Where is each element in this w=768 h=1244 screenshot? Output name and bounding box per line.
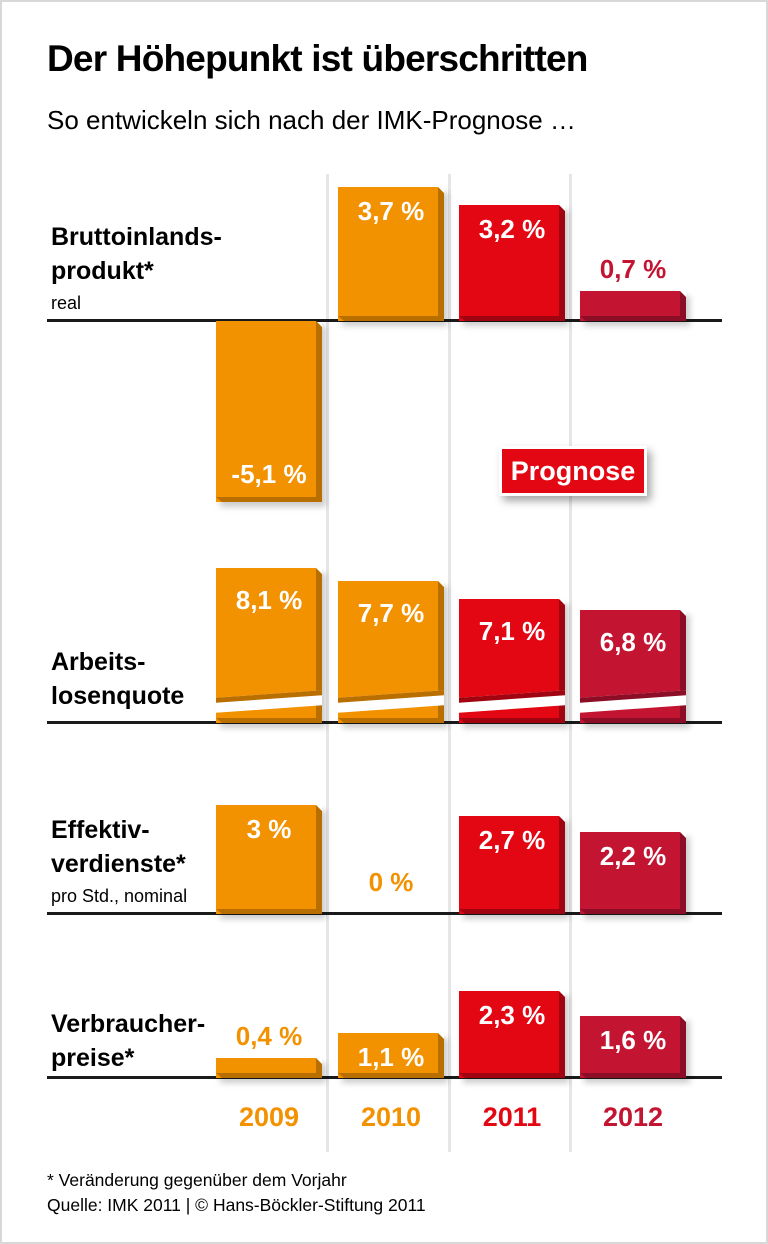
bar-alq-2009 xyxy=(216,568,322,723)
bar-bottom-shade xyxy=(216,909,322,914)
year-label-2012: 2012 xyxy=(602,1102,664,1132)
bar-face xyxy=(338,187,438,321)
bar-side-shade xyxy=(438,581,444,723)
bar-alq-2012 xyxy=(580,610,686,723)
bar-bottom-shade xyxy=(580,1073,686,1078)
bar-side-shade xyxy=(316,1058,322,1078)
footnote-asterisk: * Veränderung gegenüber dem Vorjahr xyxy=(47,1170,347,1190)
value-label-alq-2012: 6,8 % xyxy=(599,627,667,657)
bar-side-shade xyxy=(438,1033,444,1078)
prognose-badge: Prognose xyxy=(499,446,647,496)
bar-bip-2012 xyxy=(580,291,686,321)
value-label-alq-2009: 8,1 % xyxy=(235,585,303,615)
column-gridline xyxy=(569,174,572,1152)
bar-face xyxy=(216,321,316,502)
row-label-line: produkt* xyxy=(51,257,154,285)
value-label-bip-2012: 0,7 % xyxy=(599,254,667,284)
bar-alq-2011 xyxy=(459,599,565,723)
value-label-verdienste-2009: 3 % xyxy=(246,814,292,844)
bar-bottom-shade xyxy=(459,718,565,723)
bar-side-shade xyxy=(680,832,686,914)
value-label-preise-2011: 2,3 % xyxy=(478,1000,546,1030)
year-label-2011: 2011 xyxy=(482,1102,542,1132)
page-subtitle: So entwickeln sich nach der IMK-Prognose… xyxy=(47,105,576,135)
bar-face xyxy=(216,805,316,914)
year-label-2010: 2010 xyxy=(360,1102,422,1132)
bar-face xyxy=(580,1016,680,1078)
row-label-line: Verbraucher- xyxy=(51,1010,206,1038)
bar-side-shade xyxy=(316,805,322,914)
row-label-line: preise* xyxy=(51,1044,135,1072)
bar-side-shade xyxy=(316,568,322,723)
row-label-bruttoinlandsprodukt: Bruttoinlands- produkt* real xyxy=(51,220,222,318)
bar-face xyxy=(459,991,559,1078)
bar-bottom-shade xyxy=(459,1073,565,1078)
bar-bottom-shade xyxy=(580,718,686,723)
row-label-effektivverdienste: Effektiv- verdienste* pro Std., nominal xyxy=(51,813,187,911)
value-label-alq-2011: 7,1 % xyxy=(478,616,546,646)
value-label-preise-2009: 0,4 % xyxy=(235,1021,303,1051)
value-label-alq-2010: 7,7 % xyxy=(357,598,425,628)
bar-preise-2012 xyxy=(580,1016,686,1078)
row-label-line: losenquote xyxy=(51,682,185,710)
bar-side-shade xyxy=(559,205,565,321)
value-label-bip-2010: 3,7 % xyxy=(357,196,425,226)
value-label-verdienste-2010: 0 % xyxy=(368,867,414,897)
column-gridline xyxy=(326,174,329,1152)
footnote-source: Quelle: IMK 2011 | © Hans-Böckler-Stiftu… xyxy=(47,1195,426,1215)
bar-bottom-shade xyxy=(338,1073,444,1078)
value-label-bip-2011: 3,2 % xyxy=(478,214,546,244)
bar-bip-2010 xyxy=(338,187,444,321)
bar-face xyxy=(338,1033,438,1078)
bar-side-shade xyxy=(559,991,565,1078)
row-label-verbraucherpreise: Verbraucher- preise* xyxy=(51,1007,205,1075)
value-label-verdienste-2012: 2,2 % xyxy=(599,841,667,871)
baseline-verdienste xyxy=(47,912,722,915)
row-label-line: verdienste* xyxy=(51,850,186,878)
bar-bottom-shade xyxy=(459,909,565,914)
bar-bottom-shade xyxy=(216,1073,322,1078)
bar-verdienste-2009 xyxy=(216,805,322,914)
bar-bottom-shade xyxy=(338,718,444,723)
bar-face xyxy=(459,205,559,321)
bar-verdienste-2011 xyxy=(459,816,565,914)
bar-preise-2010 xyxy=(338,1033,444,1078)
bar-bottom-shade xyxy=(216,497,322,502)
bar-side-shade xyxy=(438,187,444,321)
bar-preise-2009 xyxy=(216,1058,322,1078)
column-gridline xyxy=(448,174,451,1152)
bar-side-shade xyxy=(680,610,686,723)
bar-bip-2011 xyxy=(459,205,565,321)
year-label-2009: 2009 xyxy=(238,1102,300,1132)
bar-bottom-shade xyxy=(216,718,322,723)
bar-bottom-shade xyxy=(338,316,444,321)
row-label-line: Effektiv- xyxy=(51,816,150,844)
value-label-bip-2009: -5,1 % xyxy=(231,459,307,489)
value-label-preise-2010: 1,1 % xyxy=(357,1042,425,1072)
value-label-verdienste-2011: 2,7 % xyxy=(478,825,546,855)
bar-side-shade xyxy=(680,1016,686,1078)
bar-side-shade xyxy=(559,816,565,914)
row-sublabel: real xyxy=(51,293,82,313)
bar-side-shade xyxy=(559,599,565,723)
bar-preise-2011 xyxy=(459,991,565,1078)
bar-alq-2010 xyxy=(338,581,444,723)
row-label-arbeitslosenquote: Arbeits- losenquote xyxy=(51,645,184,713)
bar-side-shade xyxy=(316,321,322,502)
bar-bip-2009 xyxy=(216,321,322,502)
row-sublabel: pro Std., nominal xyxy=(51,886,188,906)
bar-bottom-shade xyxy=(459,316,565,321)
bar-bottom-shade xyxy=(580,316,686,321)
bar-bottom-shade xyxy=(580,909,686,914)
page-title: Der Höhepunkt ist überschritten xyxy=(47,38,588,79)
value-label-preise-2012: 1,6 % xyxy=(599,1025,667,1055)
bar-verdienste-2012 xyxy=(580,832,686,914)
row-label-line: Bruttoinlands- xyxy=(51,223,222,251)
bar-face xyxy=(459,816,559,914)
row-label-line: Arbeits- xyxy=(51,648,146,676)
bar-face xyxy=(580,832,680,914)
bar-side-shade xyxy=(680,291,686,321)
